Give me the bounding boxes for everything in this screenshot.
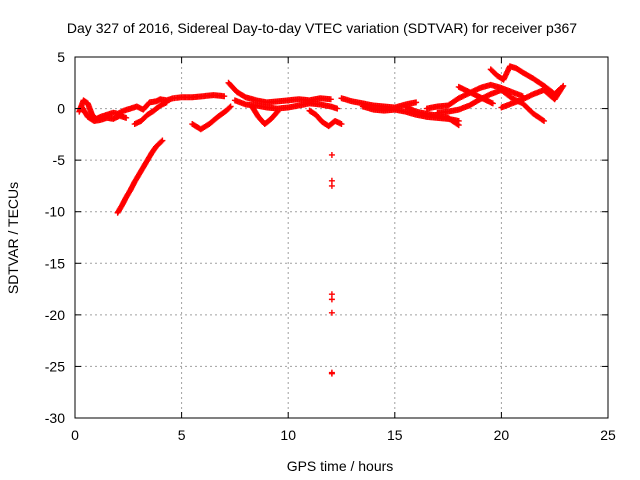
x-tick-label: 15 bbox=[387, 427, 403, 443]
y-axis-label: SDTVAR / TECUs bbox=[5, 182, 21, 294]
data-point bbox=[328, 177, 335, 184]
data-point bbox=[539, 117, 546, 124]
chart-title: Day 327 of 2016, Sidereal Day-to-day VTE… bbox=[67, 20, 577, 36]
data-point bbox=[159, 137, 166, 144]
x-tick-label: 0 bbox=[71, 427, 79, 443]
data-point bbox=[227, 103, 234, 110]
plot-frame bbox=[74, 56, 609, 419]
x-tick-label: 10 bbox=[280, 427, 296, 443]
data-point bbox=[328, 309, 335, 316]
series-track-c bbox=[131, 99, 170, 128]
data-point bbox=[559, 84, 566, 91]
data-point bbox=[455, 122, 462, 129]
series-track-i bbox=[306, 107, 345, 130]
series-track-l bbox=[402, 103, 462, 129]
data-point bbox=[226, 104, 233, 111]
grid bbox=[75, 57, 608, 418]
data-point bbox=[560, 82, 567, 89]
y-tick-label: -25 bbox=[45, 358, 65, 374]
series-track-b bbox=[78, 103, 130, 124]
series-track-q bbox=[455, 83, 496, 107]
data-point bbox=[158, 138, 165, 145]
data-point bbox=[221, 93, 228, 100]
data-point bbox=[541, 117, 548, 124]
x-tick-label: 5 bbox=[178, 427, 186, 443]
y-tick-label: -5 bbox=[53, 152, 66, 168]
x-tick-label: 20 bbox=[494, 427, 510, 443]
series-track-g bbox=[231, 97, 341, 112]
data-point bbox=[123, 114, 130, 121]
y-tick-label: 5 bbox=[57, 49, 65, 65]
y-tick-label: -30 bbox=[45, 410, 65, 426]
series-track-p bbox=[498, 82, 567, 111]
data-point bbox=[454, 121, 461, 128]
series-track-f bbox=[225, 79, 334, 106]
data-points bbox=[76, 63, 567, 377]
y-tick-label: -15 bbox=[45, 255, 65, 271]
y-tick-label: -10 bbox=[45, 204, 65, 220]
series-track-e bbox=[189, 103, 234, 133]
data-point bbox=[328, 151, 335, 158]
series-track-d bbox=[114, 137, 166, 216]
x-axis-label: GPS time / hours bbox=[287, 458, 394, 474]
data-point bbox=[328, 370, 335, 377]
y-tick-label: 0 bbox=[57, 101, 65, 117]
data-point bbox=[328, 291, 335, 298]
data-point bbox=[274, 108, 281, 115]
y-tick-label: -20 bbox=[45, 307, 65, 323]
series-track-h bbox=[248, 103, 281, 128]
data-point bbox=[328, 296, 335, 303]
axis-ticks: 0 5 10 15 20 25 5 0 -5 -10 -15 -20 -25 -30 bbox=[45, 49, 616, 443]
data-point bbox=[273, 109, 280, 116]
data-point bbox=[334, 105, 341, 112]
data-point bbox=[413, 99, 420, 106]
data-point bbox=[328, 182, 335, 189]
data-point bbox=[327, 96, 334, 103]
data-point bbox=[489, 100, 496, 107]
series-isolated bbox=[328, 151, 335, 377]
data-point bbox=[338, 121, 345, 128]
x-tick-label: 25 bbox=[600, 427, 616, 443]
data-point bbox=[163, 99, 170, 106]
